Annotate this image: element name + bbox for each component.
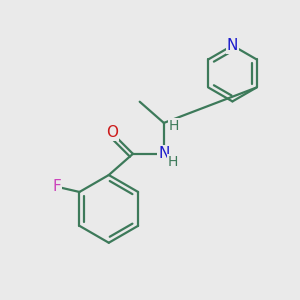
Text: N: N	[158, 146, 169, 161]
Text: H: H	[168, 155, 178, 169]
Text: H: H	[169, 119, 179, 134]
Text: N: N	[227, 38, 238, 53]
Text: O: O	[106, 125, 118, 140]
Text: F: F	[52, 179, 61, 194]
